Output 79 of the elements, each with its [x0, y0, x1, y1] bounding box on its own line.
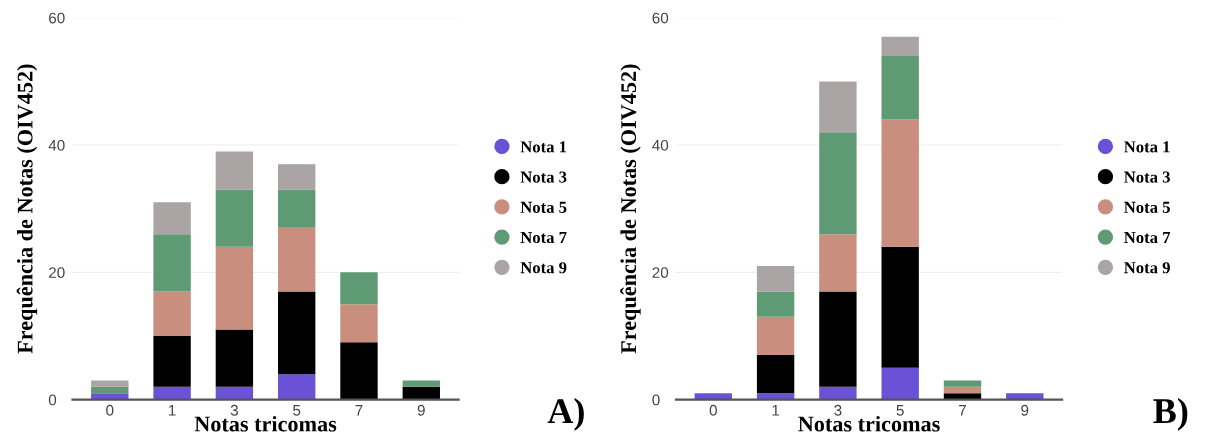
bar	[819, 386, 857, 400]
x-axis-title: Notas tricomas	[194, 415, 337, 432]
y-tick-label: 60	[49, 12, 65, 24]
bar	[881, 367, 919, 400]
bar	[153, 202, 191, 235]
x-axis-title: Notas tricomas	[798, 415, 940, 432]
y-tick-label: 60	[652, 12, 669, 24]
legend-label: Nota 7	[1124, 232, 1171, 244]
bar	[819, 132, 857, 235]
x-tick-label: 5	[896, 405, 904, 416]
bar	[278, 227, 316, 292]
y-tick-label: 40	[48, 139, 65, 151]
bar	[694, 393, 732, 400]
bar	[881, 55, 919, 120]
bar	[153, 386, 191, 400]
bar	[402, 380, 440, 387]
x-tick-label: 1	[772, 405, 780, 416]
y-tick-label: 0	[652, 394, 660, 406]
bar	[91, 380, 129, 387]
legend-label: Nota 5	[1124, 201, 1170, 213]
bar	[91, 386, 129, 394]
bar	[215, 246, 254, 330]
bar	[1006, 393, 1044, 400]
legend-label: Nota 5	[520, 201, 567, 213]
bar	[340, 272, 378, 305]
x-tick-label: 1	[169, 405, 176, 416]
x-tick-label: 0	[709, 404, 717, 416]
legend-label: Nota 7	[520, 232, 567, 244]
bar	[278, 374, 316, 400]
bar	[756, 393, 795, 400]
legend-label: Nota 9	[520, 262, 567, 274]
bar	[402, 386, 440, 400]
bar	[756, 316, 795, 356]
x-tick-label: 5	[293, 405, 301, 416]
legend-label: Nota 9	[1124, 262, 1170, 274]
bar	[153, 234, 191, 292]
bar	[819, 291, 857, 387]
bar	[819, 234, 857, 292]
bar	[943, 386, 982, 394]
y-axis-title: Frequência de Notas (OIV452)	[620, 64, 641, 354]
x-tick-label: 7	[959, 405, 966, 416]
y-tick-label: 20	[652, 267, 669, 279]
text: B)	[1153, 397, 1188, 431]
x-tick-label: 3	[230, 404, 238, 416]
bar	[215, 189, 254, 247]
bar	[340, 342, 378, 400]
legend-label: Nota 1	[520, 141, 567, 153]
bar	[881, 36, 919, 56]
x-tick-label: 0	[106, 404, 114, 416]
x-tick-label: 9	[1021, 404, 1029, 416]
y-axis-title: Frequência de Notas (OIV452)	[16, 64, 38, 354]
bar	[153, 291, 191, 336]
legend-label: Nota 3	[520, 171, 567, 183]
bar	[278, 291, 316, 375]
bar	[756, 291, 795, 317]
bar	[215, 329, 254, 387]
x-tick-label: 3	[834, 404, 842, 416]
bar	[881, 246, 919, 368]
bar	[278, 189, 316, 228]
bar	[943, 380, 982, 387]
bar	[153, 335, 191, 387]
bar	[91, 393, 129, 400]
legend-label: Nota 3	[1124, 171, 1170, 183]
y-tick-label: 0	[48, 394, 57, 406]
bar	[340, 304, 378, 343]
x-tick-label: 7	[355, 405, 363, 416]
legend-label: Nota 1	[1124, 141, 1170, 153]
bar	[278, 164, 316, 190]
bar	[756, 355, 795, 394]
x-tick-label: 9	[417, 404, 425, 416]
bar	[943, 393, 982, 400]
bar	[881, 119, 919, 247]
bar	[215, 386, 254, 400]
bar	[215, 151, 254, 190]
y-tick-label: 20	[49, 267, 65, 279]
bar	[756, 265, 795, 292]
text: A)	[547, 397, 584, 431]
bar	[819, 81, 857, 133]
y-tick-label: 40	[652, 139, 669, 151]
